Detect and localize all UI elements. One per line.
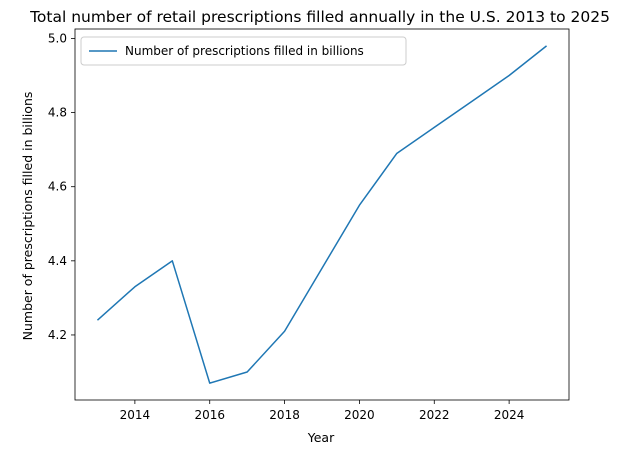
axes-frame [74, 28, 570, 401]
x-tick-label-2018: 2018 [269, 408, 300, 422]
legend-box [80, 36, 407, 66]
plot-area: 2014 2016 2018 2020 2022 2024 4.2 4.4 4.6 4.8 5.0 N… [48, 28, 570, 422]
y-axis-label: Number of prescriptions filled in billio… [20, 92, 35, 341]
y-tick-label-4.4: 4.4 [48, 254, 67, 268]
y-tick-label-4.8: 4.8 [48, 106, 67, 120]
x-tick-label-2020: 2020 [344, 408, 375, 422]
x-tick-label-2016: 2016 [194, 408, 225, 422]
x-tick-label-2014: 2014 [120, 408, 151, 422]
x-axis-label: Year [307, 430, 335, 445]
y-tick-label-5.0: 5.0 [48, 31, 67, 45]
legend-entry-0: Number of prescriptions filled in billio… [125, 44, 364, 58]
y-tick-label-4.6: 4.6 [48, 180, 67, 194]
x-tick-label-2022: 2022 [419, 408, 450, 422]
chart-title: Total number of retail prescriptions fil… [29, 8, 610, 26]
series-line-0 [96, 45, 548, 384]
x-tick-label-2024: 2024 [494, 408, 525, 422]
y-tick-label-4.2: 4.2 [48, 328, 67, 342]
